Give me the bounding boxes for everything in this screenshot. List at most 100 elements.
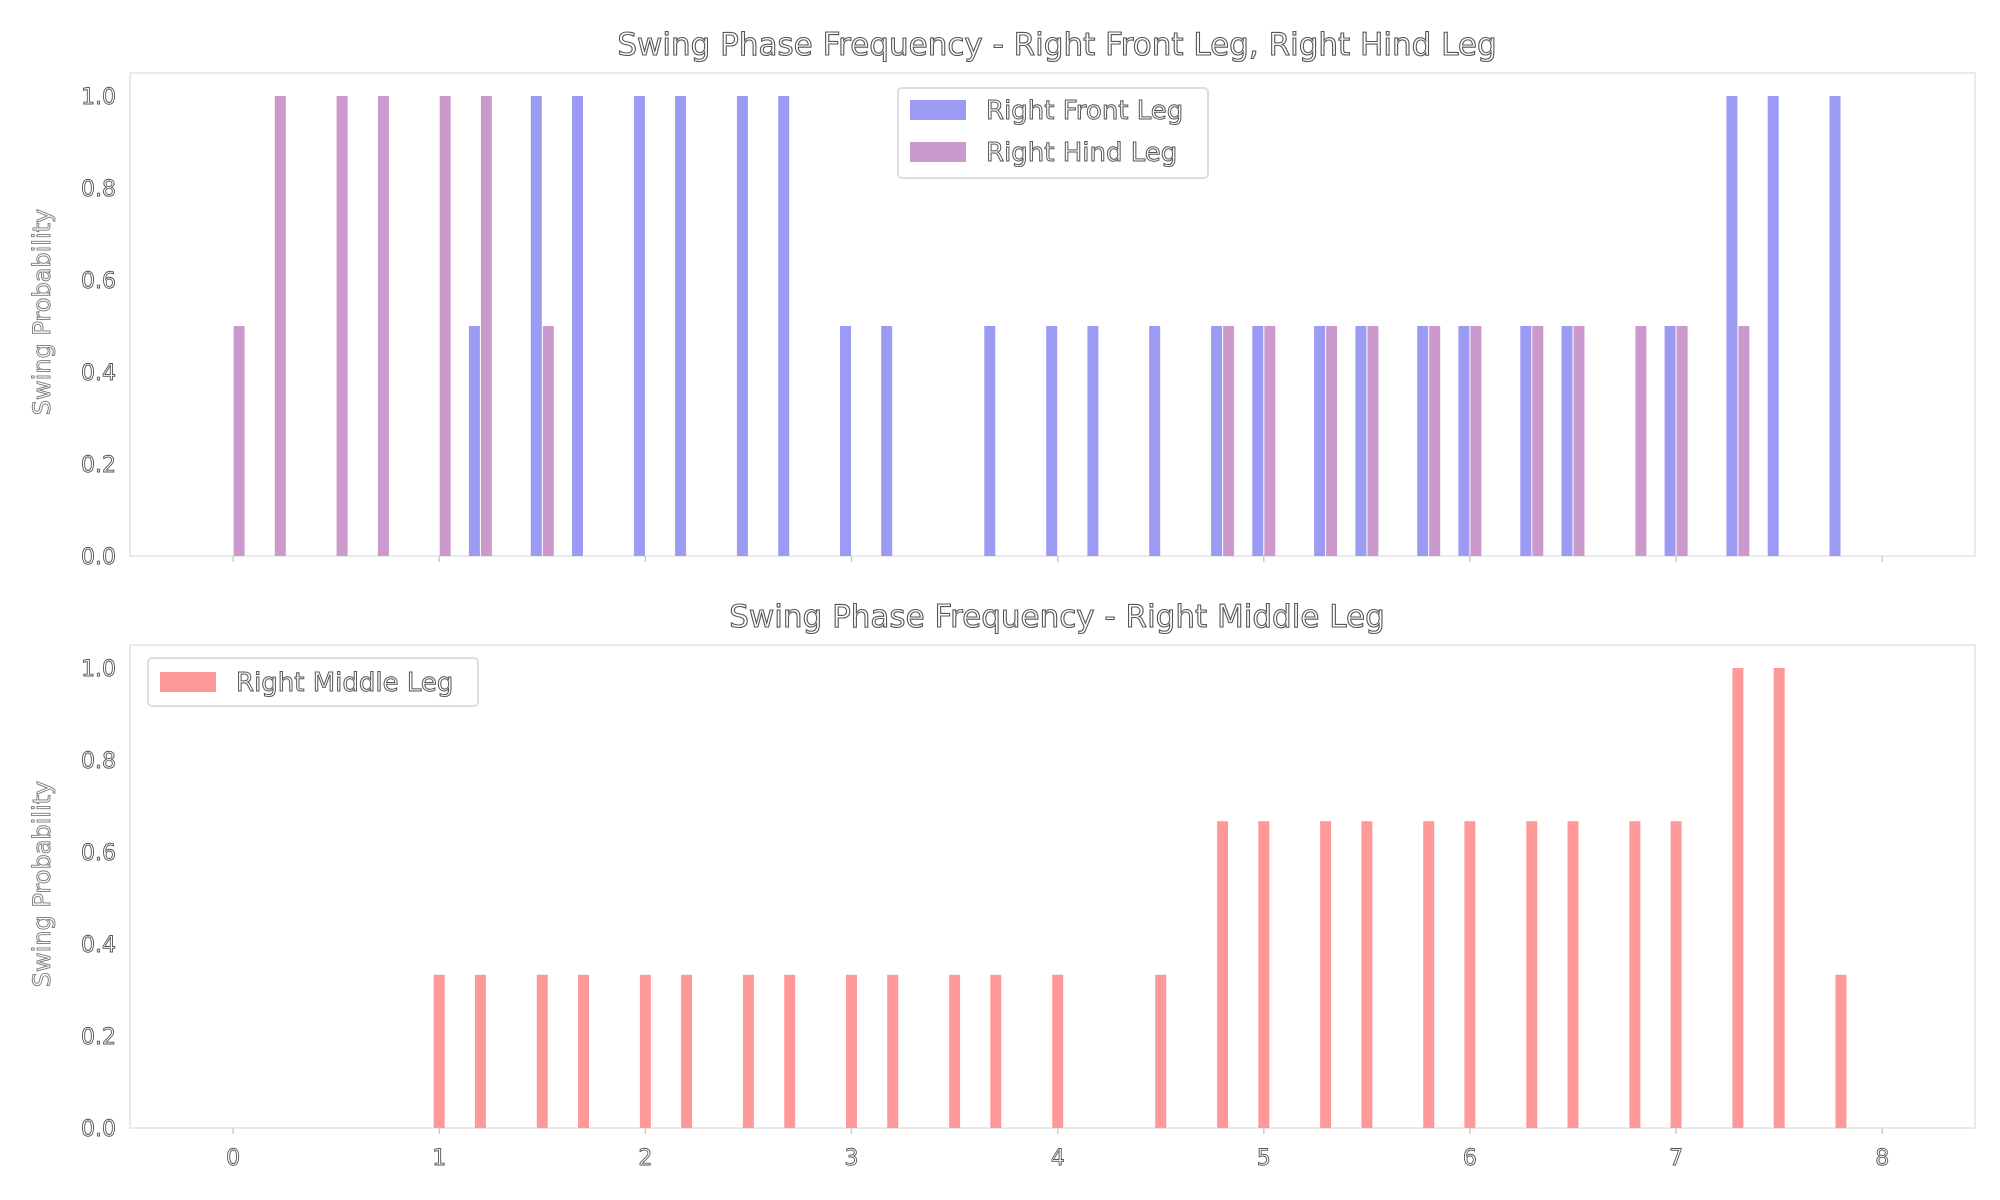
bar-right-middle-leg xyxy=(990,974,1002,1128)
bar-right-front-leg xyxy=(1417,326,1429,556)
bar-right-front-leg xyxy=(1149,326,1161,556)
y-tick-label: 0.8 xyxy=(81,749,116,774)
bar-right-front-leg xyxy=(633,96,645,556)
bar-right-front-leg xyxy=(1458,326,1470,556)
y-tick-label: 0.0 xyxy=(81,545,116,570)
y-tick-label: 1.0 xyxy=(81,657,116,682)
bar-right-front-leg xyxy=(675,96,687,556)
bar-right-front-leg xyxy=(1767,96,1779,556)
bar-right-middle-leg xyxy=(1052,974,1064,1128)
y-tick-label: 0.4 xyxy=(81,933,116,958)
x-tick-label: 0 xyxy=(226,1146,240,1171)
bar-right-front-leg xyxy=(736,96,748,556)
bar-right-hind-leg xyxy=(1326,326,1338,556)
bar-right-hind-leg xyxy=(439,96,451,556)
bar-right-front-leg xyxy=(840,326,851,556)
bar-right-middle-leg xyxy=(474,974,486,1128)
x-tick-label: 6 xyxy=(1463,1146,1477,1171)
y-tick-label: 0.2 xyxy=(81,453,116,478)
bar-right-middle-leg xyxy=(1567,821,1579,1128)
bar-right-middle-leg xyxy=(1155,974,1167,1128)
bar-right-middle-leg xyxy=(1835,974,1847,1128)
bar-right-front-leg xyxy=(1252,326,1264,556)
bar-right-front-leg xyxy=(881,326,893,556)
bar-right-middle-leg xyxy=(949,974,961,1128)
bar-right-hind-leg xyxy=(1264,326,1276,556)
bar-right-hind-leg xyxy=(1223,326,1235,556)
y-axis-label: Swing Probability xyxy=(28,209,56,415)
x-tick-label: 5 xyxy=(1257,1146,1271,1171)
bar-right-hind-leg xyxy=(336,96,348,556)
bar-right-hind-leg xyxy=(1738,326,1750,556)
x-tick-label: 4 xyxy=(1051,1146,1065,1171)
bar-right-front-leg xyxy=(1087,326,1099,556)
bar-right-middle-leg xyxy=(1258,821,1270,1128)
bar-right-hind-leg xyxy=(1429,326,1441,556)
y-tick-label: 0.4 xyxy=(81,361,116,386)
bar-right-front-leg xyxy=(1314,326,1326,556)
x-tick-label: 1 xyxy=(432,1146,446,1171)
bar-right-middle-leg xyxy=(1670,821,1682,1128)
bar-right-middle-leg xyxy=(1732,668,1744,1128)
bar-right-middle-leg xyxy=(784,974,796,1128)
bar-right-front-leg xyxy=(984,326,996,556)
legend: Right Front Leg Right Hind Leg xyxy=(897,87,1209,179)
bar-right-hind-leg xyxy=(542,326,554,556)
bar-right-middle-leg xyxy=(1361,821,1373,1128)
legend-box xyxy=(147,657,479,707)
bar-right-front-leg xyxy=(1520,326,1532,556)
bar-right-hind-leg xyxy=(377,96,389,556)
y-tick-label: 0.6 xyxy=(81,269,116,294)
bar-right-middle-leg xyxy=(1629,821,1641,1128)
y-ticks: 0.0 0.2 0.4 0.6 0.8 1.0 xyxy=(81,85,117,571)
bar-right-hind-leg xyxy=(480,96,492,556)
chart-panel-bottom: Swing Phase Frequency - Right Middle Leg… xyxy=(28,598,1976,1171)
legend: Right Middle Leg xyxy=(147,657,479,707)
bar-right-front-leg xyxy=(572,96,583,556)
bars-group xyxy=(433,668,1847,1128)
y-tick-label: 0.8 xyxy=(81,177,116,202)
bar-right-front-leg xyxy=(1046,326,1058,556)
bar-right-front-leg xyxy=(1355,326,1367,556)
bar-right-middle-leg xyxy=(1773,668,1785,1128)
bar-right-hind-leg xyxy=(1470,326,1482,556)
bar-right-front-leg xyxy=(1829,96,1841,556)
x-ticks: 0 1 2 3 4 5 6 7 8 xyxy=(226,1128,1890,1171)
bar-right-hind-leg xyxy=(1676,326,1688,556)
bar-right-hind-leg xyxy=(1532,326,1544,556)
bar-right-middle-leg xyxy=(639,974,651,1128)
legend-label-right-front-leg: Right Front Leg xyxy=(986,96,1183,126)
bar-right-front-leg xyxy=(1664,326,1676,556)
y-ticks: 0.0 0.2 0.4 0.6 0.8 1.0 xyxy=(81,657,117,1143)
x-ticks xyxy=(232,556,1883,562)
chart-title: Swing Phase Frequency - Right Front Leg,… xyxy=(617,27,1496,63)
bar-right-hind-leg xyxy=(233,326,245,556)
bar-right-front-leg xyxy=(1211,326,1223,556)
bar-right-middle-leg xyxy=(1464,821,1476,1128)
bar-right-middle-leg xyxy=(433,974,445,1128)
bar-right-middle-leg xyxy=(1217,821,1229,1128)
x-tick-label: 7 xyxy=(1669,1146,1683,1171)
legend-swatch-right-middle-leg xyxy=(160,672,216,692)
x-tick-label: 2 xyxy=(638,1146,652,1171)
bars-group xyxy=(233,96,1841,556)
bar-right-middle-leg xyxy=(887,974,899,1128)
y-tick-label: 0.0 xyxy=(81,1117,116,1142)
bar-right-front-leg xyxy=(778,96,790,556)
y-tick-label: 0.2 xyxy=(81,1025,116,1050)
bar-right-front-leg xyxy=(1561,326,1573,556)
bar-right-middle-leg xyxy=(1423,821,1435,1128)
chart-panel-top: Swing Phase Frequency - Right Front Leg,… xyxy=(28,26,1976,571)
y-axis-label: Swing Probability xyxy=(28,781,56,987)
legend-swatch-right-hind-leg xyxy=(910,142,966,162)
bar-right-front-leg xyxy=(1726,96,1738,556)
bar-right-middle-leg xyxy=(681,974,693,1128)
bar-right-middle-leg xyxy=(1320,821,1332,1128)
y-tick-label: 1.0 xyxy=(81,85,116,110)
legend-label-right-hind-leg: Right Hind Leg xyxy=(986,138,1177,168)
bar-right-front-leg xyxy=(530,96,542,556)
bar-right-middle-leg xyxy=(1526,821,1538,1128)
y-tick-label: 0.6 xyxy=(81,841,116,866)
bar-right-hind-leg xyxy=(1367,326,1379,556)
